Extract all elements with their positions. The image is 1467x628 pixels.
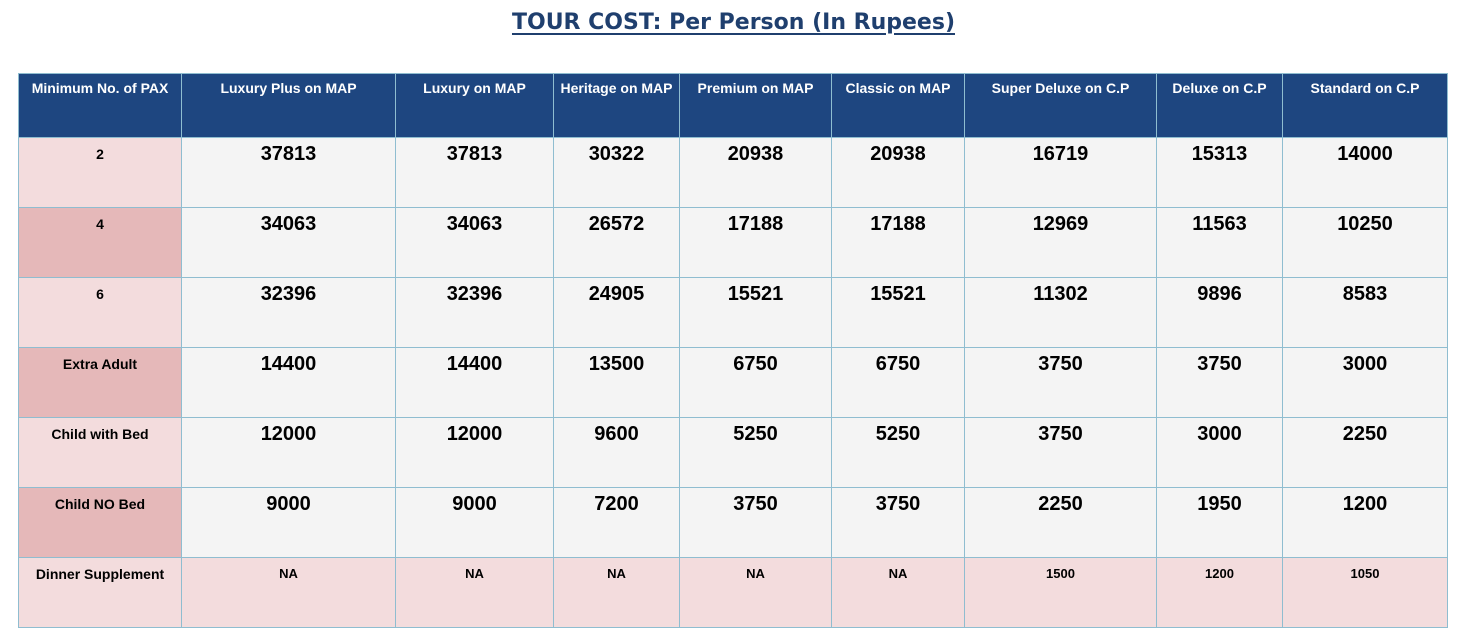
table-cell: 7200 xyxy=(553,487,680,558)
table-cell: 5250 xyxy=(679,417,832,488)
table-cell: 3750 xyxy=(679,487,832,558)
table-cell: 12000 xyxy=(181,417,396,488)
row-label: Extra Adult xyxy=(18,347,182,418)
tour-cost-table: Minimum No. of PAX Luxury Plus on MAP Lu… xyxy=(18,73,1448,628)
table-cell: 15521 xyxy=(679,277,832,348)
table-cell: 9000 xyxy=(395,487,554,558)
table-row: Child with Bed 12000 12000 9600 5250 525… xyxy=(18,417,1448,488)
page-title: TOUR COST: Per Person (In Rupees) xyxy=(511,10,955,35)
table-cell: 16719 xyxy=(964,137,1157,208)
table-cell: 9600 xyxy=(553,417,680,488)
table-cell: 37813 xyxy=(181,137,396,208)
table-cell: 14400 xyxy=(395,347,554,418)
table-row: Dinner Supplement NA NA NA NA NA 1500 12… xyxy=(18,557,1448,628)
table-cell: NA xyxy=(181,557,396,628)
table-cell: 1200 xyxy=(1282,487,1448,558)
table-cell: 15521 xyxy=(831,277,965,348)
table-cell: 8583 xyxy=(1282,277,1448,348)
header-luxury-plus-map: Luxury Plus on MAP xyxy=(181,73,396,138)
table-cell: 9896 xyxy=(1156,277,1283,348)
header-min-pax: Minimum No. of PAX xyxy=(18,73,182,138)
table-cell: 3750 xyxy=(964,347,1157,418)
row-label: Child with Bed xyxy=(18,417,182,488)
table-cell: 10250 xyxy=(1282,207,1448,278)
header-super-deluxe-cp: Super Deluxe on C.P xyxy=(964,73,1157,138)
table-cell: 14000 xyxy=(1282,137,1448,208)
table-row: 6 32396 32396 24905 15521 15521 11302 98… xyxy=(18,277,1448,348)
header-heritage-map: Heritage on MAP xyxy=(553,73,680,138)
table-cell: 30322 xyxy=(553,137,680,208)
row-label: 4 xyxy=(18,207,182,278)
table-cell: 1200 xyxy=(1156,557,1283,628)
table-cell: 3750 xyxy=(964,417,1157,488)
table-cell: 13500 xyxy=(553,347,680,418)
table-row: Child NO Bed 9000 9000 7200 3750 3750 22… xyxy=(18,487,1448,558)
table-cell: 1500 xyxy=(964,557,1157,628)
row-label: Child NO Bed xyxy=(18,487,182,558)
header-luxury-map: Luxury on MAP xyxy=(395,73,554,138)
table-row: 4 34063 34063 26572 17188 17188 12969 11… xyxy=(18,207,1448,278)
table-row: Extra Adult 14400 14400 13500 6750 6750 … xyxy=(18,347,1448,418)
table-cell: 2250 xyxy=(1282,417,1448,488)
table-cell: 34063 xyxy=(395,207,554,278)
table-cell: 24905 xyxy=(553,277,680,348)
table-cell: 20938 xyxy=(679,137,832,208)
table-cell: 1950 xyxy=(1156,487,1283,558)
table-cell: NA xyxy=(553,557,680,628)
table-cell: 3750 xyxy=(831,487,965,558)
table-cell: 9000 xyxy=(181,487,396,558)
header-row: Minimum No. of PAX Luxury Plus on MAP Lu… xyxy=(18,73,1448,138)
table-cell: 12969 xyxy=(964,207,1157,278)
table-cell: 17188 xyxy=(679,207,832,278)
table-cell: 26572 xyxy=(553,207,680,278)
header-classic-map: Classic on MAP xyxy=(831,73,965,138)
table-cell: 6750 xyxy=(831,347,965,418)
table-cell: 3000 xyxy=(1282,347,1448,418)
table-cell: 20938 xyxy=(831,137,965,208)
table-cell: 32396 xyxy=(395,277,554,348)
table-cell: 17188 xyxy=(831,207,965,278)
table-cell: 6750 xyxy=(679,347,832,418)
header-deluxe-cp: Deluxe on C.P xyxy=(1156,73,1283,138)
header-premium-map: Premium on MAP xyxy=(679,73,832,138)
table-cell: 3000 xyxy=(1156,417,1283,488)
table-cell: 2250 xyxy=(964,487,1157,558)
header-standard-cp: Standard on C.P xyxy=(1282,73,1448,138)
table-cell: 11302 xyxy=(964,277,1157,348)
row-label: 2 xyxy=(18,137,182,208)
table-cell: 14400 xyxy=(181,347,396,418)
row-label: Dinner Supplement xyxy=(18,557,182,628)
table-cell: 15313 xyxy=(1156,137,1283,208)
table-cell: 3750 xyxy=(1156,347,1283,418)
table-cell: 11563 xyxy=(1156,207,1283,278)
table-cell: 34063 xyxy=(181,207,396,278)
table-cell: 32396 xyxy=(181,277,396,348)
table-cell: 37813 xyxy=(395,137,554,208)
table-row: 2 37813 37813 30322 20938 20938 16719 15… xyxy=(18,137,1448,208)
row-label: 6 xyxy=(18,277,182,348)
table-cell: 5250 xyxy=(831,417,965,488)
table-cell: NA xyxy=(831,557,965,628)
table-cell: 1050 xyxy=(1282,557,1448,628)
table-cell: NA xyxy=(395,557,554,628)
table-cell: 12000 xyxy=(395,417,554,488)
table-cell: NA xyxy=(679,557,832,628)
